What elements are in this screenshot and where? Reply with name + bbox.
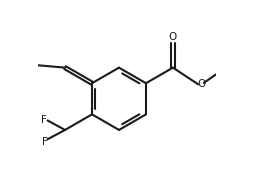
Text: F: F [41, 116, 47, 125]
Text: O: O [197, 79, 205, 89]
Text: F: F [42, 137, 48, 146]
Text: O: O [169, 32, 177, 42]
